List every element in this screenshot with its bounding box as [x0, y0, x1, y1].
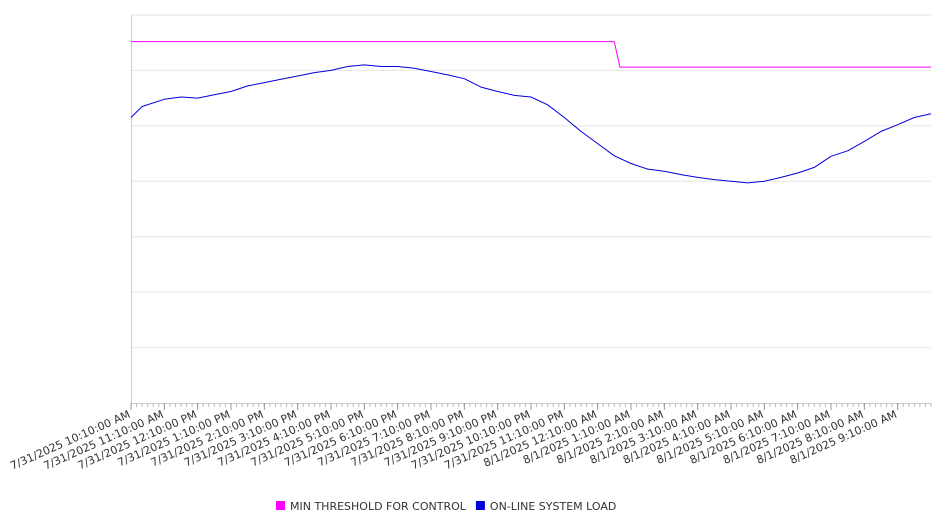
- legend: MIN THRESHOLD FOR CONTROL ON-LINE SYSTEM …: [276, 500, 616, 513]
- series-line-min-threshold: [131, 41, 931, 68]
- grid: [131, 14, 931, 349]
- axes: [130, 15, 932, 410]
- legend-swatch: [475, 501, 485, 510]
- legend-swatch: [276, 501, 285, 510]
- legend-label: ON-LINE SYSTEM LOAD: [490, 500, 616, 513]
- legend-label: MIN THRESHOLD FOR CONTROL: [290, 500, 467, 513]
- series-line-online-system-load: [130, 64, 932, 184]
- series-layer: [130, 41, 932, 184]
- x-tick-labels: 7/31/2025 10:10:00 AM7/31/2025 11:10:00 …: [8, 408, 899, 473]
